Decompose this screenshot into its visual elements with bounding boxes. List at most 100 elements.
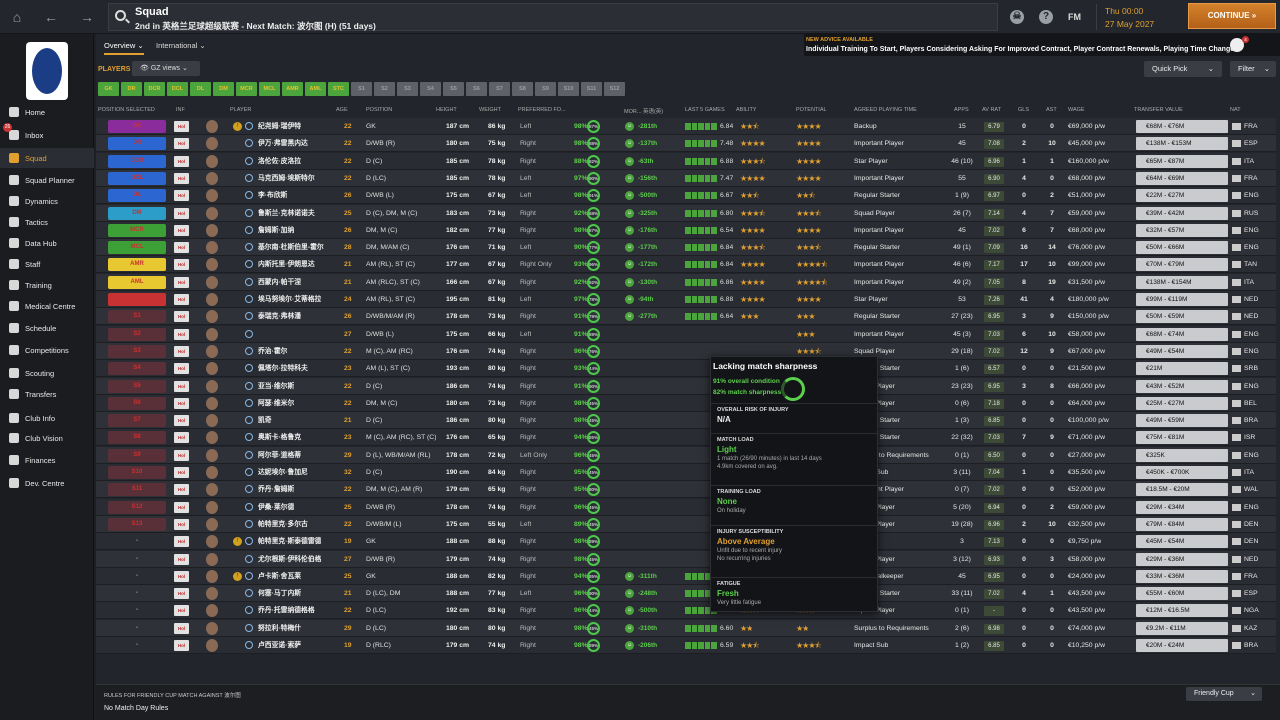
sharpness-ring[interactable]: 76% (587, 344, 600, 358)
sidebar-item-dev-centre[interactable]: Dev. Centre (0, 473, 94, 493)
table-row[interactable]: S8 Hol 奥斯卡·格鲁克 23 M (C), AM (RC), ST (C) 176 … (96, 429, 1276, 447)
table-row[interactable]: DCL Hol 马克西姆·埃斯特尔 22 D (LC) 185 cm 78 kg Left 97… (96, 169, 1276, 187)
player-name[interactable]: 努拉利·特梅什 (258, 624, 302, 632)
sharpness-ring[interactable]: 90% (587, 171, 600, 185)
position-selector[interactable]: STC (108, 293, 166, 306)
position-selector[interactable]: AMR (108, 258, 166, 272)
sharpness-ring[interactable]: 45% (587, 466, 600, 479)
player-name[interactable]: 阿瑟·维米尔 (258, 399, 295, 407)
table-row[interactable]: DR Hol 伊万·弗雷黑内达 22 D/WB (R) 180 cm 75 kg Right 9… (96, 135, 1276, 153)
position-selector[interactable]: DR (108, 137, 166, 151)
player-name[interactable]: 李·布欣斯 (258, 192, 288, 200)
position-chip[interactable]: DL (190, 82, 211, 96)
filter-dropdown[interactable]: Filter ⌄ (1230, 61, 1276, 77)
fm-menu-button[interactable]: FM (1068, 12, 1081, 22)
position-selector[interactable]: AML (108, 275, 166, 289)
player-name[interactable]: 马克西姆·埃斯特尔 (258, 174, 315, 182)
position-chip[interactable]: S5 (443, 82, 464, 96)
position-selector[interactable]: S6 (108, 396, 166, 410)
position-selector[interactable]: GK (108, 120, 166, 133)
table-row[interactable]: S1 Hol 泰瑞克·弗林潘 26 D/WB/M/AM (R) 178 cm 73 kg Ri… (96, 308, 1276, 326)
position-selector[interactable]: - (136, 555, 138, 562)
position-chip[interactable]: S2 (374, 82, 395, 96)
table-row[interactable]: S11 Hol 乔丹·詹姆斯 22 DM, M (C), AM (R) 179 cm 65 … (96, 481, 1276, 499)
position-selector[interactable]: DCR (108, 154, 166, 168)
player-name[interactable]: 阿尔菲·道格蒂 (258, 451, 302, 459)
table-row[interactable]: DM Hol 鲁斯兰·克林诺诺夫 25 D (C), DM, M (C) 183 cm 73… (96, 204, 1276, 222)
player-name[interactable]: 奥斯卡·格鲁克 (258, 434, 302, 442)
sharpness-ring[interactable]: 78% (587, 293, 600, 306)
col-age[interactable]: AGE (336, 107, 348, 113)
col-transfer-value[interactable]: TRANSFER VALUE (1134, 107, 1183, 113)
position-selector[interactable]: S10 (108, 466, 166, 479)
table-row[interactable]: DCR Hol 洛伦佐·皮洛拉 22 D (C) 185 cm 78 kg Right 88% 8… (96, 152, 1276, 170)
sharpness-ring[interactable]: 44% (587, 604, 600, 618)
player-name[interactable]: 洛伦佐·皮洛拉 (258, 157, 302, 165)
col-gls[interactable]: GLS (1018, 107, 1030, 113)
tab-international[interactable]: International ⌄ (156, 41, 206, 50)
sharpness-ring[interactable]: 79% (587, 310, 600, 324)
table-row[interactable]: AML Hol 西蒙内·帕干涅 21 AM (RLC), ST (C) 166 cm 67 … (96, 273, 1276, 291)
sharpness-ring[interactable]: 89% (587, 639, 600, 652)
table-row[interactable]: - Hol 尤尔根斯·伊科伦伯格 27 D/WB (R) 179 cm 74 kg Right… (96, 550, 1276, 568)
position-selector[interactable]: DCL (108, 171, 166, 185)
sharpness-ring[interactable]: 80% (587, 483, 600, 497)
search-bar[interactable]: Squad 2nd in 英格兰足球超级联赛 - Next Match: 波尔图… (108, 3, 998, 31)
news-ticker[interactable]: NEW ADVICE AVAILABLE Individual Training… (804, 34, 1280, 56)
col-ability[interactable]: ABILITY (736, 107, 757, 113)
position-chip[interactable]: S1 (351, 82, 372, 96)
table-row[interactable]: - Hol 乔丹·托雷纳德格格 22 D (LC) 192 cm 83 kg Right 96%… (96, 602, 1276, 620)
table-row[interactable]: S12 Hol 伊桑·莱尔德 25 D/WB (R) 178 cm 74 kg Right 96… (96, 498, 1276, 516)
tab-overview[interactable]: Overview ⌄ (104, 41, 144, 55)
sidebar-item-medical-centre[interactable]: Medical Centre (0, 296, 94, 316)
sidebar-item-club-vision[interactable]: Club Vision (0, 428, 94, 448)
position-chip[interactable]: S8 (512, 82, 533, 96)
table-row[interactable]: MCL Hol 基尔南·杜斯伯里-霍尔 28 DM, M/AM (C) 176 cm 71 … (96, 239, 1276, 257)
col-morale[interactable]: MOR... 英语(英) (624, 109, 664, 115)
position-selector[interactable]: - (136, 538, 138, 545)
rules-value[interactable]: No Match Day Rules (104, 705, 169, 712)
table-row[interactable]: S6 Hol 阿瑟·维米尔 22 DM, M (C) 180 cm 73 kg Right 98… (96, 394, 1276, 412)
position-selector[interactable]: DM (108, 206, 166, 220)
sharpness-ring[interactable]: 85% (587, 431, 600, 445)
position-selector[interactable]: S3 (108, 344, 166, 358)
col-ast[interactable]: AST (1046, 107, 1057, 113)
position-chip[interactable]: S3 (397, 82, 418, 96)
sharpness-ring[interactable]: 77% (587, 241, 600, 255)
col-player[interactable]: PLAYER (230, 107, 252, 113)
position-selector[interactable]: - (136, 590, 138, 597)
club-crest[interactable] (26, 42, 68, 100)
player-name[interactable]: 卢西亚诺·索萨 (258, 642, 302, 649)
col-selected[interactable]: POSITION SELECTED (98, 107, 155, 113)
table-row[interactable]: - Hol 卢西亚诺·索萨 19 D (RLC) 179 cm 74 kg Right 98% 8… (96, 637, 1276, 654)
sharpness-ring[interactable]: 45% (587, 552, 600, 566)
col-last5[interactable]: LAST 5 GAMES (685, 107, 725, 113)
table-row[interactable]: S13 Hol 帕特里克·多尔古 22 D/WB/M (L) 175 cm 55 kg Lef… (96, 515, 1276, 533)
player-name[interactable]: 西蒙内·帕干涅 (258, 278, 302, 286)
sharpness-ring[interactable]: 88% (587, 137, 600, 151)
player-name[interactable]: 帕特里克·斯泰德雷德 (258, 538, 322, 546)
position-chip[interactable]: DCR (144, 82, 165, 96)
sidebar-item-home[interactable]: Home (0, 102, 94, 122)
competition-dropdown[interactable]: Friendly Cup ⌄ (1186, 687, 1262, 701)
col-apps[interactable]: APPS (954, 107, 969, 113)
sharpness-ring[interactable]: 89% (587, 535, 600, 549)
table-row[interactable]: S10 Hol 达妮埃尔·鲁加尼 32 D (C) 190 cm 84 kg Right 95%… (96, 464, 1276, 481)
player-name[interactable]: 何塞·马丁内斯 (258, 590, 302, 598)
position-selector[interactable]: S12 (108, 500, 166, 514)
advice-avatar-icon[interactable] (1230, 38, 1244, 52)
player-name[interactable]: 乔治·霍尔 (258, 347, 288, 355)
sharpness-ring[interactable]: 85% (587, 569, 600, 583)
sidebar-item-competitions[interactable]: Competitions (0, 340, 94, 360)
position-selector[interactable]: S4 (108, 362, 166, 376)
sharpness-ring[interactable]: 45% (587, 396, 600, 410)
table-row[interactable]: S3 Hol 乔治·霍尔 22 M (C), AM (RC) 176 cm 74 kg Rig… (96, 342, 1276, 360)
sidebar-item-club-info[interactable]: Club Info (0, 408, 94, 428)
table-row[interactable]: STC Hol 埃马努埃尔·艾蒂格拉 24 AM (RL), ST (C) 195 cm 8… (96, 291, 1276, 308)
position-selector[interactable]: S13 (108, 517, 166, 531)
player-name[interactable]: 卢卡斯·舍瓦莱 (258, 572, 302, 580)
sidebar-item-inbox[interactable]: Inbox 26 (0, 123, 94, 145)
table-row[interactable]: S9 Hol 阿尔菲·道格蒂 29 D (L), WB/M/AM (RL) 178 cm 7… (96, 446, 1276, 464)
sharpness-ring[interactable]: 45% (587, 414, 600, 428)
table-row[interactable]: MCR Hol 詹姆斯·加纳 26 DM, M (C) 182 cm 77 kg Right 9… (96, 221, 1276, 239)
